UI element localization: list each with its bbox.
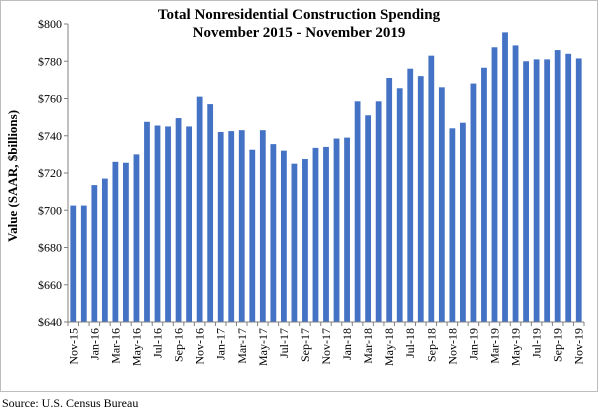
- bar: [101, 178, 108, 322]
- x-tick-label: May-16: [129, 328, 143, 366]
- bar: [417, 76, 424, 323]
- bar: [470, 83, 477, 322]
- bar: [354, 101, 361, 322]
- bar: [217, 132, 224, 322]
- x-tick-label: Jul-17: [277, 328, 291, 358]
- x-tick-label: Mar-17: [235, 328, 249, 364]
- bar-chart: $640 $660 $680 $700 $720 $740 $760 $780 $800 Nov…: [5, 17, 586, 366]
- x-tick-label: Nov-18: [445, 328, 459, 365]
- bar: [375, 101, 382, 322]
- bar: [259, 130, 266, 322]
- bar: [481, 67, 487, 322]
- y-tick-label: $760: [38, 92, 62, 106]
- bar: [238, 130, 245, 322]
- bar: [523, 61, 529, 322]
- chart-subtitle: November 2015 - November 2019: [192, 25, 406, 41]
- y-tick-label: $740: [38, 129, 62, 143]
- bar: [249, 149, 256, 322]
- x-tick-label: Sep-19: [551, 328, 565, 362]
- bar: [133, 154, 140, 322]
- x-tick-label: Jan-17: [214, 328, 228, 360]
- x-tick-label: Sep-17: [298, 328, 312, 362]
- x-tick-label: May-17: [256, 328, 270, 366]
- bar: [396, 88, 403, 322]
- bar: [175, 118, 182, 323]
- bar: [154, 125, 161, 322]
- bar: [438, 87, 445, 322]
- x-tick-label: Jul-19: [530, 328, 544, 358]
- x-tick-label: Jan-18: [340, 328, 354, 360]
- bar: [544, 59, 551, 322]
- x-tick-label: Jan-19: [466, 328, 480, 360]
- x-tick-label: Nov-19: [572, 328, 586, 365]
- y-tick-label: $800: [38, 17, 62, 31]
- bar: [196, 96, 203, 322]
- x-tick-label: Mar-18: [361, 328, 375, 364]
- bar: [533, 59, 540, 322]
- chart-frame: [0, 0, 598, 392]
- source-note: Source: U.S. Census Bureau: [2, 396, 139, 410]
- bar: [554, 50, 561, 322]
- bar: [502, 32, 508, 322]
- bar: [323, 146, 329, 322]
- bar: [428, 55, 435, 322]
- bar: [333, 138, 340, 322]
- bar: [165, 126, 171, 322]
- bar: [302, 159, 308, 322]
- x-tick-label: Nov-16: [193, 328, 207, 365]
- bar: [80, 205, 87, 322]
- bar: [186, 126, 192, 322]
- bar: [449, 128, 456, 322]
- bar: [207, 104, 214, 323]
- bar: [344, 137, 350, 322]
- bar: [280, 150, 287, 322]
- bar: [91, 185, 98, 322]
- bar: [112, 161, 119, 322]
- y-tick-label: $680: [38, 241, 62, 255]
- bar: [407, 68, 414, 322]
- bar: [512, 45, 519, 322]
- bar: [386, 78, 393, 322]
- bar: [460, 122, 466, 323]
- x-tick-label: Mar-16: [108, 328, 122, 364]
- y-tick-label: $720: [38, 166, 62, 180]
- bar: [228, 131, 235, 322]
- x-tick-label: Nov-17: [319, 328, 333, 365]
- y-tick-label: $700: [38, 203, 62, 217]
- y-tick-label: $640: [38, 315, 62, 329]
- bar: [491, 47, 498, 322]
- x-tick-label: Sep-16: [172, 328, 186, 362]
- bar: [123, 162, 129, 322]
- x-tick-label: May-18: [382, 328, 396, 366]
- bar: [565, 53, 572, 323]
- x-tick-label: May-19: [509, 328, 523, 366]
- bar: [575, 58, 582, 323]
- x-tick-label: Jan-16: [87, 328, 101, 360]
- y-axis: $640 $660 $680 $700 $720 $740 $760 $780 $800: [38, 17, 69, 329]
- bar: [144, 121, 150, 322]
- bar: [270, 144, 277, 322]
- x-tick-label: Sep-18: [424, 328, 438, 362]
- x-tick-label: Nov-15: [66, 328, 80, 365]
- x-tick-label: Mar-19: [487, 328, 501, 364]
- bar: [291, 163, 298, 322]
- y-tick-label: $660: [38, 278, 62, 292]
- bar: [312, 147, 319, 322]
- y-tick-label: $780: [38, 54, 62, 68]
- x-tick-label: Jul-16: [151, 328, 165, 358]
- bars: [70, 32, 582, 323]
- x-tick-label: Jul-18: [403, 328, 417, 358]
- chart-title: Total Nonresidential Construction Spendi…: [157, 7, 441, 23]
- bar: [365, 115, 372, 322]
- y-axis-label: Value (SAAR, $billions): [5, 110, 20, 242]
- x-axis: Nov-15 Jan-16 Mar-16 May-16 Jul-16 Sep-16 Nov-…: [66, 321, 586, 366]
- bar: [70, 205, 77, 322]
